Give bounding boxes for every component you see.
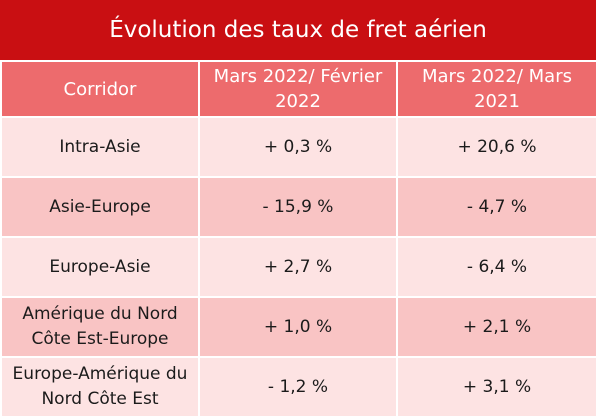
table-title: Évolution des taux de fret aérien [0, 0, 596, 60]
mom-cell: + 0,3 % [198, 116, 398, 178]
mom-cell: - 15,9 % [198, 176, 398, 238]
header-year-over-year: Mars 2022/ Mars 2021 [396, 60, 596, 118]
corridor-cell: Asie-Europe [0, 176, 200, 238]
table-row: Europe-Amérique du Nord Côte Est - 1,2 %… [0, 356, 596, 418]
table-row: Intra-Asie + 0,3 % + 20,6 % [0, 116, 596, 178]
mom-cell: + 2,7 % [198, 236, 398, 298]
freight-rate-table: Corridor Mars 2022/ Février 2022 Mars 20… [0, 60, 596, 418]
yoy-cell: - 4,7 % [396, 176, 596, 238]
corridor-cell: Amérique du Nord Côte Est-Europe [0, 296, 200, 358]
table-row: Europe-Asie + 2,7 % - 6,4 % [0, 236, 596, 298]
yoy-cell: + 2,1 % [396, 296, 596, 358]
header-row: Corridor Mars 2022/ Février 2022 Mars 20… [0, 60, 596, 118]
corridor-cell: Intra-Asie [0, 116, 200, 178]
header-month-over-month: Mars 2022/ Février 2022 [198, 60, 398, 118]
table-row: Amérique du Nord Côte Est-Europe + 1,0 %… [0, 296, 596, 358]
table-row: Asie-Europe - 15,9 % - 4,7 % [0, 176, 596, 238]
yoy-cell: + 3,1 % [396, 356, 596, 418]
corridor-cell: Europe-Asie [0, 236, 200, 298]
yoy-cell: + 20,6 % [396, 116, 596, 178]
corridor-cell: Europe-Amérique du Nord Côte Est [0, 356, 200, 418]
header-corridor: Corridor [0, 60, 200, 118]
yoy-cell: - 6,4 % [396, 236, 596, 298]
mom-cell: - 1,2 % [198, 356, 398, 418]
mom-cell: + 1,0 % [198, 296, 398, 358]
